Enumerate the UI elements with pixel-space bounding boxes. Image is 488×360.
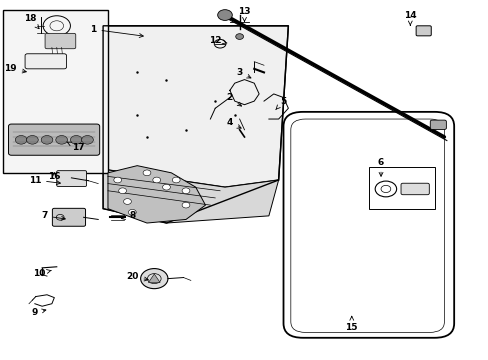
Circle shape bbox=[81, 135, 93, 144]
Circle shape bbox=[172, 177, 180, 183]
Polygon shape bbox=[103, 26, 288, 187]
Text: 14: 14 bbox=[403, 10, 416, 25]
Text: 17: 17 bbox=[67, 142, 85, 152]
Text: 12: 12 bbox=[208, 36, 226, 45]
Text: 9: 9 bbox=[32, 308, 46, 317]
Circle shape bbox=[141, 269, 167, 289]
Circle shape bbox=[56, 135, 67, 144]
Circle shape bbox=[70, 135, 82, 144]
Circle shape bbox=[235, 34, 243, 40]
Circle shape bbox=[182, 188, 189, 194]
Text: 1: 1 bbox=[90, 25, 143, 37]
Polygon shape bbox=[103, 169, 278, 223]
FancyBboxPatch shape bbox=[8, 124, 100, 155]
Text: 20: 20 bbox=[126, 272, 148, 281]
Text: 13: 13 bbox=[238, 7, 250, 22]
Circle shape bbox=[217, 10, 232, 21]
Text: 18: 18 bbox=[23, 14, 39, 29]
Circle shape bbox=[119, 188, 126, 194]
FancyBboxPatch shape bbox=[57, 171, 86, 186]
Polygon shape bbox=[108, 166, 205, 223]
Text: 11: 11 bbox=[28, 176, 61, 185]
Circle shape bbox=[114, 177, 122, 183]
Text: 10: 10 bbox=[34, 269, 51, 278]
Circle shape bbox=[153, 177, 160, 183]
Circle shape bbox=[128, 210, 136, 215]
FancyBboxPatch shape bbox=[429, 120, 446, 130]
FancyBboxPatch shape bbox=[45, 33, 76, 49]
Circle shape bbox=[41, 135, 53, 144]
FancyBboxPatch shape bbox=[415, 26, 430, 36]
Text: 8: 8 bbox=[121, 211, 135, 220]
Circle shape bbox=[182, 202, 189, 208]
Text: 6: 6 bbox=[377, 158, 384, 176]
Text: 3: 3 bbox=[236, 68, 250, 78]
FancyBboxPatch shape bbox=[400, 183, 428, 195]
Circle shape bbox=[15, 135, 27, 144]
Bar bbox=[3, 10, 108, 173]
Bar bbox=[368, 167, 434, 209]
FancyBboxPatch shape bbox=[52, 208, 85, 226]
Polygon shape bbox=[148, 274, 160, 283]
Text: 15: 15 bbox=[345, 316, 357, 332]
Text: 4: 4 bbox=[226, 118, 241, 128]
Circle shape bbox=[26, 135, 38, 144]
Circle shape bbox=[143, 170, 151, 176]
Text: 5: 5 bbox=[275, 96, 286, 110]
Text: 19: 19 bbox=[4, 64, 26, 73]
Text: 16: 16 bbox=[48, 172, 61, 181]
Circle shape bbox=[123, 199, 131, 204]
Text: 2: 2 bbox=[226, 93, 241, 106]
Circle shape bbox=[162, 184, 170, 190]
Text: 7: 7 bbox=[41, 211, 65, 220]
FancyBboxPatch shape bbox=[25, 54, 66, 69]
